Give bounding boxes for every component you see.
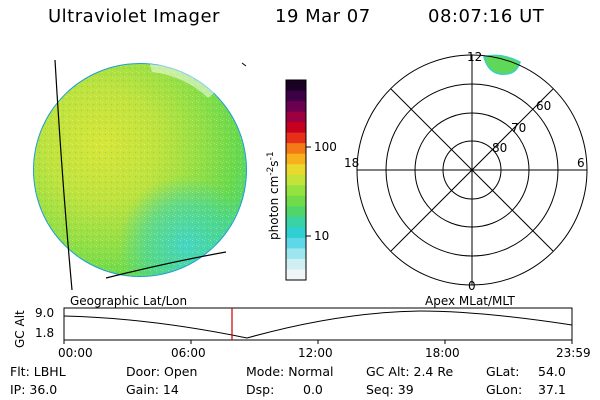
dsp-info: Dsp: 0.0	[246, 382, 323, 397]
glon-label: GLon:	[486, 382, 523, 397]
mlt-label-18: 18	[344, 156, 359, 170]
timeline-y-tick-top: 9.0	[35, 306, 54, 320]
colorbar-tick-10: 10	[314, 229, 329, 243]
glon-info: GLon: 37.1	[486, 382, 566, 397]
gc-alt-info: GC Alt: 2.4 Re	[366, 364, 454, 379]
timeline-x-tick-4: 23:59	[556, 346, 591, 360]
colorbar-segment	[286, 206, 306, 218]
dsp-label: Dsp:	[246, 382, 275, 397]
ip-info: IP: 36.0	[10, 382, 58, 397]
colorbar-segment	[286, 185, 306, 197]
colorbar-segment	[286, 216, 306, 228]
timeline-plot	[63, 307, 573, 344]
uv-image-disk	[33, 59, 247, 291]
terminator-line	[54, 59, 73, 291]
observation-time: 08:07:16 UT	[428, 6, 545, 27]
colorbar-segment	[286, 143, 306, 155]
lat-label-60: 60	[536, 99, 551, 113]
polar-grid	[356, 54, 588, 286]
timeline-right-title: Apex MLat/MLT	[425, 294, 515, 308]
colorbar	[285, 79, 311, 281]
lat-label-80: 80	[492, 141, 507, 155]
colorbar-segment	[286, 227, 306, 239]
colorbar-segment	[286, 90, 306, 102]
lat-label-70: 70	[511, 121, 526, 135]
timeline-x-tick-1: 06:00	[171, 346, 206, 360]
colorbar-segment	[286, 195, 306, 207]
dsp-value: 0.0	[303, 382, 323, 397]
seq-info: Seq: 39	[366, 382, 414, 397]
timeline-x-tick-3: 18:00	[425, 346, 460, 360]
timeline-y-tick-bottom: 1.8	[35, 326, 54, 340]
colorbar-segment	[286, 101, 306, 113]
colorbar-segment	[286, 153, 306, 165]
timeline-x-tick-2: 12:00	[298, 346, 333, 360]
glon-value: 37.1	[538, 382, 566, 397]
glat-info: GLat: 54.0	[486, 364, 566, 379]
altitude-curve	[63, 310, 573, 339]
timeline-left-title: Geographic Lat/Lon	[70, 294, 187, 308]
colorbar-tick-100: 100	[314, 140, 337, 154]
timeline-y-label: GC Alt	[13, 310, 27, 348]
colorbar-segment	[286, 111, 306, 123]
colorbar-segment	[286, 248, 306, 260]
mlt-label-0: 0	[468, 279, 476, 293]
mlt-label-12: 12	[467, 50, 482, 64]
colorbar-segment	[286, 174, 306, 186]
mlt-label-6: 6	[577, 156, 585, 170]
colorbar-segment	[286, 164, 306, 176]
horizon-line	[105, 251, 227, 279]
door-info: Door: Open	[126, 364, 198, 379]
filter-info: Flt: LBHL	[10, 364, 66, 379]
colorbar-segment	[286, 122, 306, 134]
observation-date: 19 Mar 07	[275, 6, 371, 27]
mode-info: Mode: Normal	[246, 364, 334, 379]
colorbar-segment	[286, 237, 306, 250]
colorbar-segment	[286, 132, 306, 144]
colorbar-segment	[286, 258, 306, 271]
page-title: Ultraviolet Imager	[48, 6, 220, 27]
gain-info: Gain: 14	[126, 382, 179, 397]
glat-label: GLat:	[486, 364, 520, 379]
timeline-x-tick-0: 00:00	[58, 346, 93, 360]
colorbar-segment	[286, 269, 306, 281]
colorbar-segment	[286, 80, 306, 92]
colorbar-label: photon cm-2s-1	[266, 151, 281, 240]
glat-value: 54.0	[538, 364, 566, 379]
